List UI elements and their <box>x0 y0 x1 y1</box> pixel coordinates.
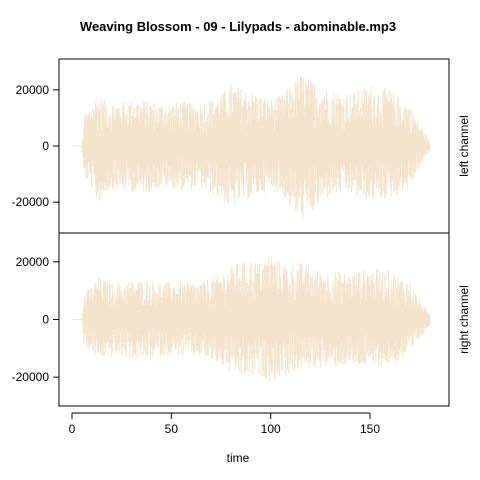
x-axis-title: time <box>227 451 250 465</box>
x-axis: 0 50 100 150 <box>69 412 380 436</box>
panel-right-channel: -20000 0 20000 right channel <box>12 232 471 407</box>
channel-label: left channel <box>457 115 471 176</box>
x-tick-label: 150 <box>360 422 380 436</box>
panel-left-channel: -20000 0 20000 left channel <box>12 58 471 234</box>
chart-title: Weaving Blossom - 09 - Lilypads - abomin… <box>80 19 396 34</box>
x-tick-label: 0 <box>69 422 76 436</box>
channel-label: right channel <box>457 285 471 354</box>
x-tick-label: 100 <box>261 422 281 436</box>
x-tick-label: 50 <box>165 422 179 436</box>
y-tick-label: -20000 <box>12 370 50 384</box>
waveform-right <box>81 258 430 383</box>
y-tick-label: 0 <box>42 313 49 327</box>
panels: -20000 0 20000 left channel -20000 0 20000 righ… <box>12 58 471 407</box>
y-tick-label: 20000 <box>16 83 50 97</box>
y-tick-label: 0 <box>42 139 49 153</box>
waveform-left <box>81 75 430 220</box>
y-tick-label: 20000 <box>16 255 50 269</box>
y-tick-label: -20000 <box>12 195 50 209</box>
